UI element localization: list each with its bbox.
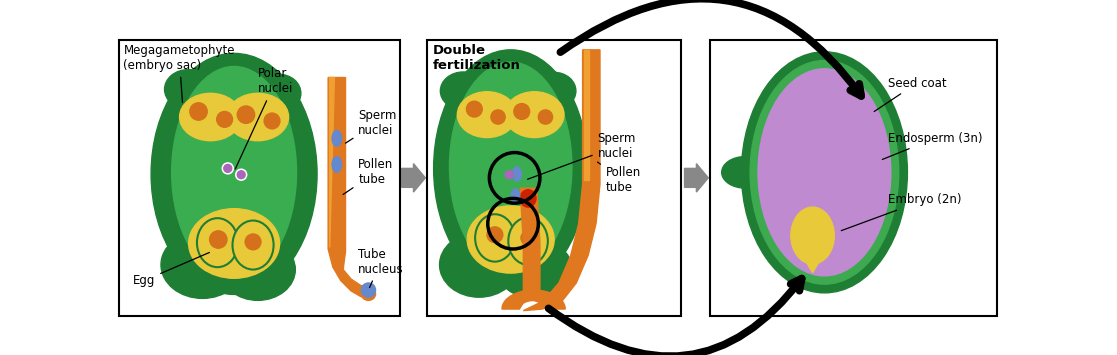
Circle shape [236,169,247,180]
Ellipse shape [497,239,572,299]
Ellipse shape [197,218,238,267]
Ellipse shape [467,206,554,273]
FancyArrow shape [402,164,426,192]
Circle shape [222,163,233,174]
Ellipse shape [457,92,517,138]
Ellipse shape [722,157,770,188]
Circle shape [264,113,280,129]
Ellipse shape [172,66,296,278]
Ellipse shape [433,50,588,287]
Bar [427,40,681,316]
Polygon shape [524,50,600,311]
Circle shape [538,110,553,124]
Circle shape [210,231,227,248]
Ellipse shape [189,209,279,278]
Ellipse shape [257,74,300,112]
Circle shape [245,234,261,250]
Polygon shape [802,255,823,273]
Ellipse shape [332,157,342,172]
Polygon shape [519,188,540,309]
Circle shape [514,104,529,119]
Circle shape [505,171,513,179]
Ellipse shape [214,64,257,99]
Bar [120,40,400,316]
FancyArrow shape [685,164,708,192]
Bar [709,40,996,316]
Circle shape [190,103,208,120]
Ellipse shape [521,190,536,207]
Circle shape [467,101,483,117]
Circle shape [361,283,375,297]
Circle shape [217,111,232,127]
Ellipse shape [791,207,834,264]
Text: Sperm
nuclei: Sperm nuclei [345,109,397,143]
Ellipse shape [164,70,212,109]
Text: Egg: Egg [133,252,209,287]
Ellipse shape [440,72,486,110]
Text: Megagametophyte
(embryo sac): Megagametophyte (embryo sac) [124,44,235,102]
Circle shape [237,171,245,179]
Ellipse shape [533,72,576,109]
Text: Pollen
tube: Pollen tube [343,158,393,195]
Ellipse shape [440,233,518,297]
Ellipse shape [161,231,244,299]
Text: Pollen
tube: Pollen tube [598,162,641,194]
Polygon shape [584,50,589,180]
Ellipse shape [232,220,274,269]
Circle shape [223,164,231,172]
Text: Sperm
nuclei: Sperm nuclei [527,132,636,179]
Circle shape [487,227,503,243]
Ellipse shape [332,130,342,146]
Polygon shape [330,77,334,247]
Ellipse shape [489,62,533,97]
Ellipse shape [151,53,317,294]
Ellipse shape [220,239,295,300]
Ellipse shape [227,93,288,141]
Ellipse shape [513,167,522,181]
Ellipse shape [758,69,891,276]
Ellipse shape [180,93,241,141]
Text: Endosperm (3n): Endosperm (3n) [882,132,982,159]
Circle shape [521,231,535,245]
Ellipse shape [449,62,572,272]
Text: Tube
nucleus: Tube nucleus [359,248,403,288]
Ellipse shape [512,189,519,203]
Ellipse shape [475,214,515,262]
Polygon shape [328,77,372,299]
Ellipse shape [751,60,899,284]
Ellipse shape [361,288,375,300]
Text: Seed coat: Seed coat [875,77,946,111]
Circle shape [237,106,255,123]
Circle shape [491,110,505,124]
Ellipse shape [505,92,564,138]
Text: Embryo (2n): Embryo (2n) [841,193,961,231]
Polygon shape [502,290,565,309]
Text: Polar
nuclei: Polar nuclei [236,67,293,169]
Text: Double
fertilization: Double fertilization [433,44,522,71]
Ellipse shape [508,217,547,265]
Ellipse shape [742,52,907,293]
